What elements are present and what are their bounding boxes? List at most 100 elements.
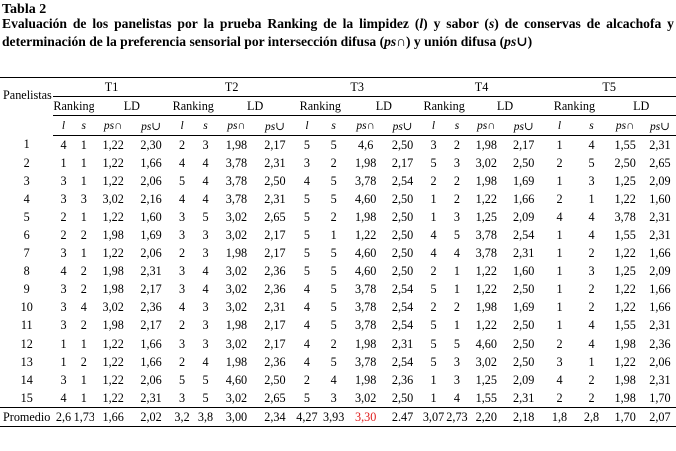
table-cell: 3,02 — [225, 264, 248, 279]
table-cell: 1 — [556, 228, 563, 243]
average-value: 2,02 — [132, 407, 170, 428]
table-cell: 2 — [60, 209, 67, 224]
table-cell: 2,50 — [614, 155, 636, 170]
table-cell: 3,02 — [225, 336, 248, 351]
average-value: 3,2 — [169, 407, 195, 428]
table-cell: 4 — [588, 318, 595, 333]
table-cell: 2 — [80, 318, 87, 333]
panelist-number: 13 — [20, 354, 33, 369]
table-row: 1 4 1 1,22 2,30 2 3 1,98 2,17 5 5 4,6 2,50 3 2 1,98 2,17… — [0, 136, 676, 155]
table-cell: 3,78 — [475, 246, 497, 261]
table-cell: 5 — [202, 372, 209, 387]
column-header: s — [446, 115, 468, 136]
column-header: ps∪ — [384, 115, 421, 136]
table-row: 15 4 1 1,22 2,31 3 5 3,02 2,65 5 3 3,02 2,50 1 4 1,55 2,… — [0, 389, 676, 408]
table-cell: 1 — [556, 300, 563, 315]
table-row: 2 1 1 1,22 1,66 4 4 3,78 2,31 3 2 1,98 2,17 5 3 3,02 2,5… — [0, 154, 676, 172]
table-row: 6 2 2 1,98 1,69 3 3 3,02 2,17 5 1 1,22 2,50 4 5 3,78 2,5… — [0, 226, 676, 244]
table-cell: 3,78 — [355, 318, 377, 333]
table-cell: 4 — [202, 173, 209, 188]
table-cell: 2 — [80, 264, 87, 279]
table-cell: 1,98 — [102, 282, 124, 297]
table-cell: 2,31 — [649, 137, 671, 152]
table-cell: 3 — [453, 372, 461, 387]
table-cell: 3 — [430, 137, 437, 152]
table-cell: 4 — [588, 336, 595, 351]
table-cell: 1,70 — [649, 390, 671, 405]
table-cell: 3,02 — [225, 390, 248, 405]
table-cell: 5 — [330, 137, 337, 152]
table-cell: 3,78 — [355, 173, 377, 188]
table-cell: 2 — [556, 336, 563, 351]
panelist-number: 1 — [23, 137, 30, 152]
table-cell: 3 — [60, 372, 67, 387]
table-cell: 3 — [556, 354, 563, 369]
table-cell: 2 — [556, 390, 563, 405]
panelist-number: 2 — [23, 155, 30, 170]
table-cell: 2,50 — [391, 209, 414, 224]
table-cell: 3,78 — [614, 209, 636, 224]
table-cell: 2,31 — [649, 372, 671, 387]
table-cell: 1 — [556, 137, 563, 152]
table-cell: 2,31 — [513, 246, 535, 261]
table-cell: 3,78 — [475, 228, 497, 243]
table-cell: 1 — [80, 336, 87, 351]
table-cell: 1,22 — [475, 191, 497, 206]
table-cell: 1 — [80, 372, 87, 387]
table-cell: 2,50 — [391, 390, 414, 405]
table-cell: 2,17 — [264, 336, 286, 351]
subheader-ld: LD — [606, 96, 676, 116]
caption-text: ) de conservas de alcachofa y determinac… — [2, 16, 674, 49]
table-cell: 1,22 — [355, 228, 377, 243]
table-cell: 1,22 — [102, 390, 124, 405]
table-cell: 2,65 — [264, 390, 286, 405]
table-cell: 3 — [60, 300, 67, 315]
table-cell: 1,22 — [475, 264, 497, 279]
table-cell: 5 — [330, 318, 337, 333]
table-cell: 3,78 — [225, 173, 248, 188]
table-cell: 1 — [453, 264, 461, 279]
table-cell: 5 — [330, 354, 337, 369]
table-cell: 4 — [303, 300, 310, 315]
column-header: s — [320, 115, 347, 136]
caption-symbol: l — [419, 16, 424, 31]
table-caption: Evaluación de los panelistas por la prue… — [2, 15, 674, 51]
table-cell: 2 — [430, 300, 437, 315]
table-cell: 2,09 — [513, 209, 535, 224]
table-cell: 3 — [60, 318, 67, 333]
average-row: Promedio 2,6 1,73 1,66 2,02 3,2 3,8 3,00 2,34 4,2… — [0, 407, 676, 428]
table-cell: 5 — [303, 209, 310, 224]
table-cell: 2 — [80, 282, 87, 297]
table-cell: 2,36 — [264, 354, 286, 369]
table-cell: 4 — [303, 318, 310, 333]
table-cell: 1,55 — [475, 390, 497, 405]
table-cell: 1,60 — [649, 191, 671, 206]
table-cell: 2,17 — [264, 318, 286, 333]
column-header: s — [73, 115, 94, 136]
table-cell: 1,22 — [102, 155, 124, 170]
table-cell: 3 — [330, 390, 337, 405]
table-cell: 1 — [453, 282, 461, 297]
table-cell: 2 — [178, 354, 186, 369]
table-cell: 2 — [588, 246, 595, 261]
table-cell: 5 — [202, 209, 209, 224]
table-cell: 4 — [178, 300, 186, 315]
table-cell: 1,60 — [513, 264, 535, 279]
table-cell: 2,54 — [513, 228, 535, 243]
table-cell: 1,98 — [355, 155, 377, 170]
average-value: 2,8 — [576, 407, 607, 428]
table-cell: 2,54 — [391, 318, 414, 333]
subheader-ranking: Ranking — [169, 96, 217, 116]
table-cell: 2 — [178, 137, 186, 152]
subheader-ranking: Ranking — [293, 96, 347, 116]
group-header: T1 — [53, 77, 170, 97]
table-cell: 4 — [202, 155, 209, 170]
subheader-ld: LD — [216, 96, 294, 116]
table-cell: 1 — [60, 336, 67, 351]
table-cell: 2 — [303, 372, 310, 387]
table-row: 9 3 2 1,98 2,17 3 4 3,02 2,36 4 5 3,78 2,54 5 1 1,22 2,5… — [0, 281, 676, 299]
table-row: 13 1 2 1,22 1,66 2 4 1,98 2,36 4 5 3,78 2,54 5 3 3,02 2,… — [0, 353, 676, 371]
table-cell: 3 — [178, 390, 186, 405]
table-cell: 5 — [330, 173, 337, 188]
